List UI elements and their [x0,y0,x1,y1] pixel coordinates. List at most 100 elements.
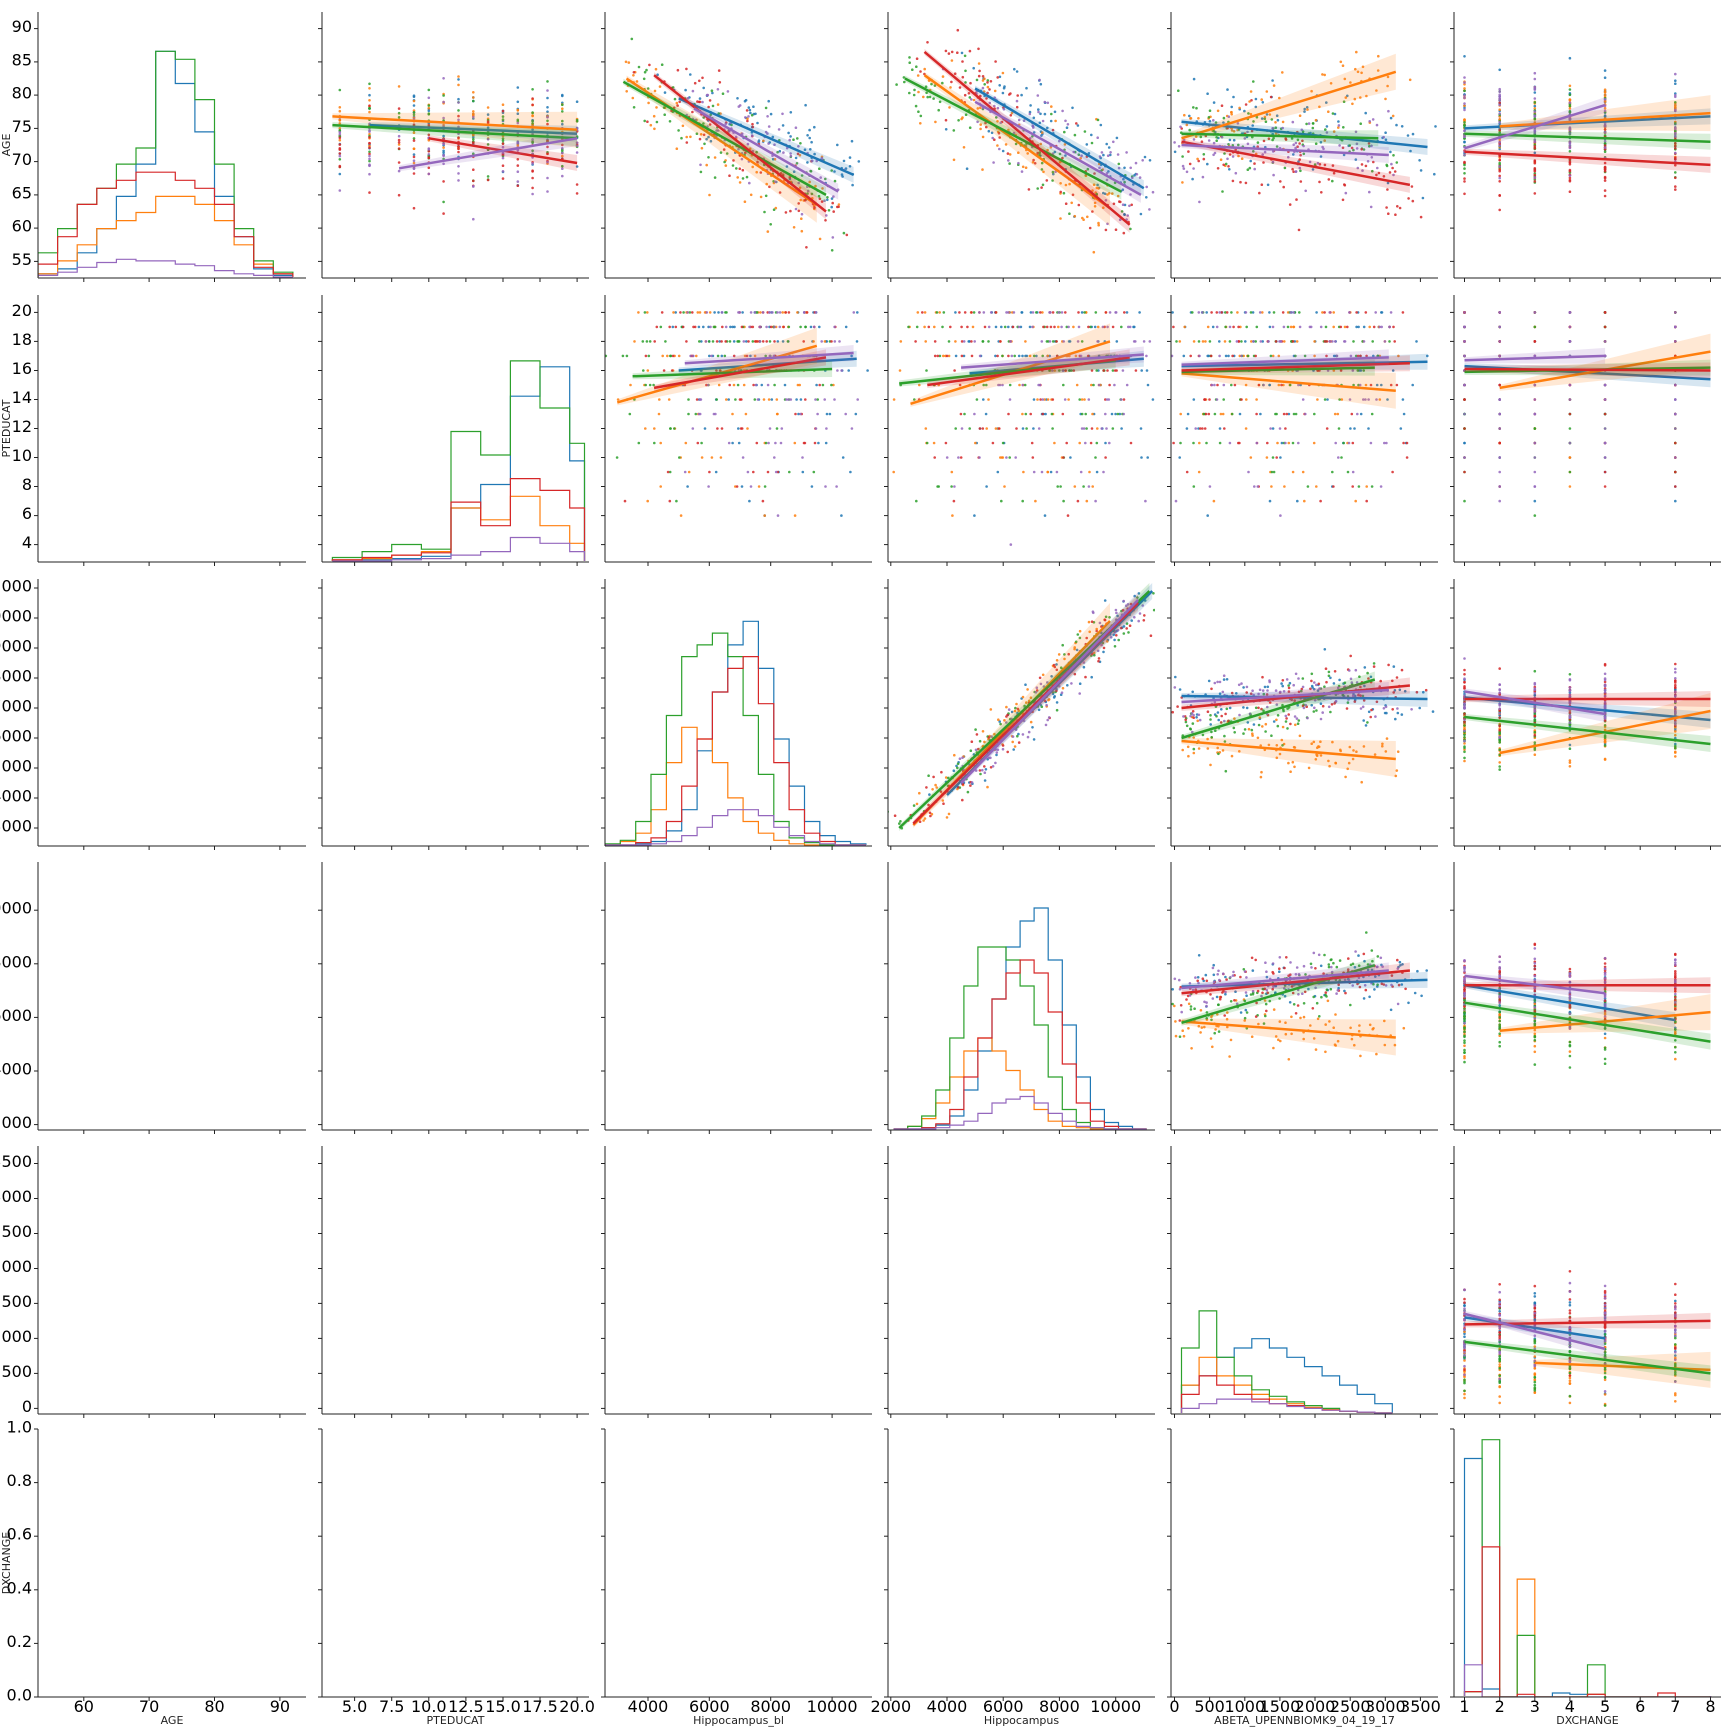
panel-r1-c1 [318,295,589,566]
scatter-point [637,65,641,69]
scatter-point [738,311,741,314]
panel-r2-c4 [1167,579,1438,850]
scatter-point [472,96,475,99]
scatter-point [975,398,979,401]
scatter-point [1603,150,1607,153]
hist-step-series-4 [38,258,293,278]
scatter-point [1292,325,1295,329]
scatter-point [958,757,962,760]
panel-body [605,620,867,846]
scatter-point [799,142,802,145]
scatter-point [1568,398,1572,401]
scatter-point [798,186,802,190]
scatter-point [803,198,807,202]
scatter-point [1105,427,1108,430]
scatter-point [663,113,666,116]
scatter-point [817,441,820,445]
scatter-point [724,325,728,329]
scatter-point [773,340,776,343]
scatter-point [826,196,829,199]
scatter-point [761,340,765,343]
scatter-point [1318,180,1321,184]
scatter-point [1603,144,1607,147]
scatter-point [833,170,836,173]
scatter-point [1498,95,1501,98]
scatter-point [803,148,807,151]
scatter-point [1208,119,1212,123]
scatter-point [675,101,679,105]
scatter-point [1305,122,1308,126]
scatter-point [1012,311,1016,314]
scatter-point [1361,65,1365,69]
scatter-point [818,325,821,329]
scatter-point [1047,716,1051,719]
scatter-point [1151,190,1155,194]
scatter-point [1001,71,1005,75]
scatter-point [814,184,817,188]
scatter-point [472,99,475,103]
scatter-point [368,82,371,86]
scatter-point [368,132,371,136]
scatter-point [546,89,549,92]
scatter-point [965,167,969,170]
scatter-point [368,172,371,176]
scatter-point [764,441,768,445]
scatter-point [442,142,445,145]
scatter-point [1014,142,1018,146]
scatter-point [1674,311,1677,314]
scatter-point [546,96,549,100]
scatter-point [1568,101,1572,104]
scatter-point [953,369,956,372]
scatter-point [671,354,675,358]
scatter-point [1568,150,1572,153]
scatter-point [1419,215,1423,219]
scatter-point [899,340,903,343]
scatter-point [716,88,720,91]
scatter-point [442,100,445,104]
scatter-point [1138,176,1142,179]
scatter-point [758,340,762,343]
scatter-point [994,60,997,63]
hist-step-series-0 [38,50,294,277]
scatter-point [1178,456,1181,459]
scatter-point [1116,194,1120,198]
scatter-point [1568,383,1572,387]
scatter-point [710,456,714,459]
scatter-point [1042,170,1045,174]
scatter-point [1144,499,1147,503]
scatter-point [1315,485,1318,488]
scatter-point [755,170,758,174]
scatter-point [531,128,534,131]
scatter-point [1296,499,1299,503]
scatter-point [959,412,963,416]
scatter-point [703,142,706,146]
scatter-point [952,499,956,503]
scatter-point [824,485,827,488]
scatter-point [666,470,670,474]
scatter-point [823,340,827,343]
scatter-point [1057,311,1060,314]
scatter-point [1221,190,1224,193]
scatter-point [1113,645,1117,648]
scatter-point [731,325,734,329]
scatter-point [1052,172,1055,176]
scatter-point [1355,142,1359,146]
scatter-point [707,135,710,139]
scatter-point [1244,427,1248,430]
scatter-point [1009,340,1012,343]
scatter-point [922,819,925,822]
scatter-point [1382,175,1386,178]
scatter-point [1192,441,1195,445]
scatter-point [698,79,701,83]
scatter-point [561,103,564,107]
scatter-point [1319,499,1322,503]
scatter-point [1297,228,1301,232]
scatter-point [412,123,416,126]
scatter-point [1568,104,1572,108]
scatter-point [1360,71,1363,75]
scatter-point [1603,427,1607,430]
scatter-point [1211,325,1215,329]
scatter-point [957,456,960,459]
scatter-point [1674,398,1677,401]
scatter-point [741,311,744,314]
